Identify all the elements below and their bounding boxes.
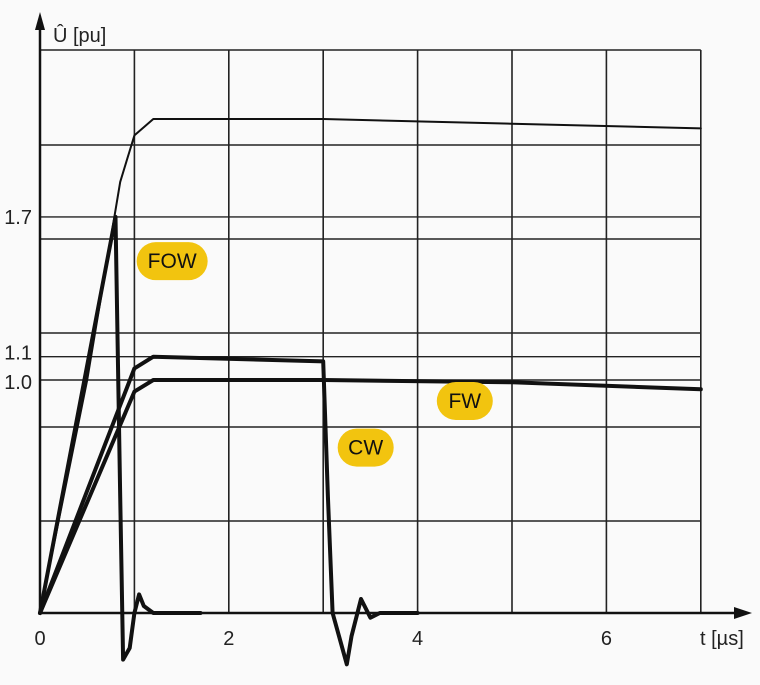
x-tick-label: 0: [34, 628, 45, 650]
series-fow: [38, 214, 203, 662]
label-cw: CW: [337, 428, 394, 467]
x-axis-arrow-icon: [734, 607, 752, 619]
x-tick-label: 6: [601, 628, 612, 650]
label-fow: FOW: [136, 242, 208, 281]
y-tick-label: 1.7: [4, 207, 32, 229]
badge-background: [337, 428, 394, 467]
axes: [35, 12, 752, 619]
series-fw: [38, 378, 703, 615]
grid: [40, 49, 702, 613]
y-tick-label: 1.0: [4, 372, 32, 394]
curves: [38, 118, 703, 667]
series-cw: [38, 354, 420, 667]
y-axis-arrow-icon: [35, 12, 45, 30]
badge-text: CW: [348, 437, 383, 460]
badge-text: FW: [448, 390, 481, 413]
y-axis-label: Û [pu]: [53, 24, 106, 47]
badge-background: [136, 242, 208, 281]
x-tick-label: 2: [223, 628, 234, 650]
badge-text: FOW: [148, 250, 197, 273]
x-tick-label: 4: [412, 628, 423, 650]
annotations: FOW CW FW: [136, 242, 493, 467]
label-fw: FW: [436, 381, 493, 420]
badge-background: [436, 381, 493, 420]
x-axis-label: t [µs]: [700, 628, 744, 650]
y-tick-label: 1.1: [4, 343, 32, 365]
tick-labels: 0 2 4 6 1.0 1.1 1.7: [4, 207, 612, 650]
